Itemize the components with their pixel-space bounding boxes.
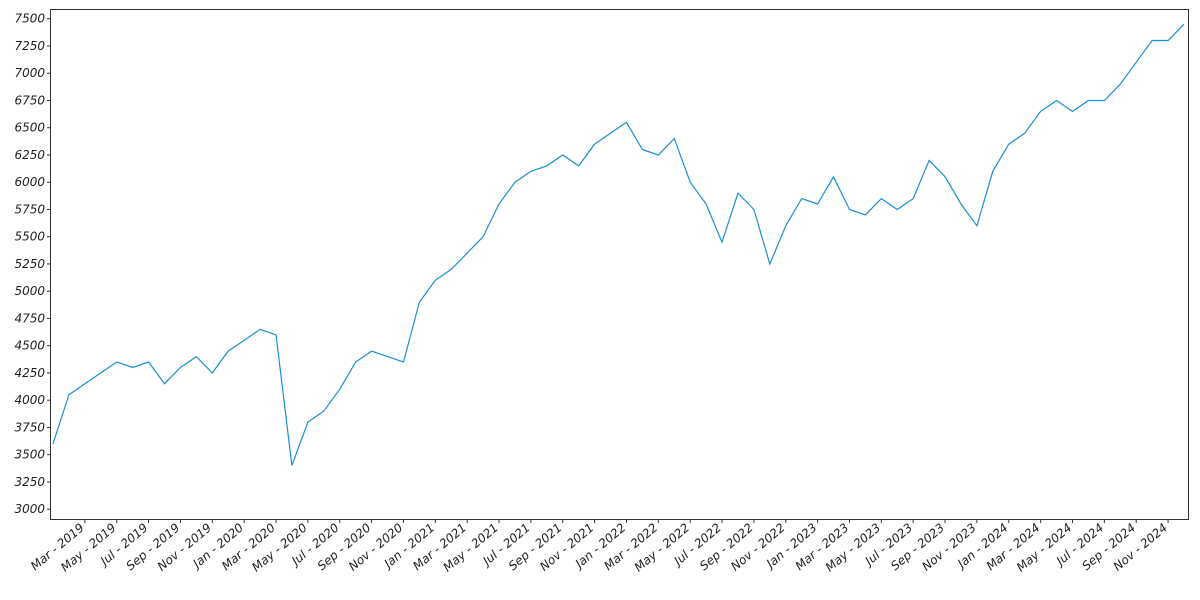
y-tick-label: 4750 bbox=[14, 311, 45, 325]
y-tick-label: 6500 bbox=[14, 121, 45, 135]
y-tick-label: 3000 bbox=[14, 502, 45, 516]
y-tick-label: 6750 bbox=[14, 93, 45, 107]
y-tick-label: 4000 bbox=[14, 393, 45, 407]
y-tick-label: 5500 bbox=[14, 230, 45, 244]
line-series bbox=[52, 23, 1185, 466]
y-tick-label: 5750 bbox=[14, 202, 45, 216]
y-tick-label: 3750 bbox=[14, 420, 45, 434]
y-tick-label: 5250 bbox=[14, 257, 45, 271]
y-tick-label: 7000 bbox=[14, 66, 45, 80]
y-tick-label: 3250 bbox=[14, 475, 45, 489]
y-tick-label: 7500 bbox=[14, 12, 45, 26]
plot-frame bbox=[50, 9, 1189, 520]
y-tick-label: 6250 bbox=[14, 148, 45, 162]
y-tick-label: 4500 bbox=[14, 339, 45, 353]
y-tick-label: 6000 bbox=[14, 175, 45, 189]
y-tick-label: 5000 bbox=[14, 284, 45, 298]
y-tick-label: 7250 bbox=[14, 39, 45, 53]
y-tick-label: 4250 bbox=[14, 366, 45, 380]
y-tick-label: 3500 bbox=[14, 448, 45, 462]
